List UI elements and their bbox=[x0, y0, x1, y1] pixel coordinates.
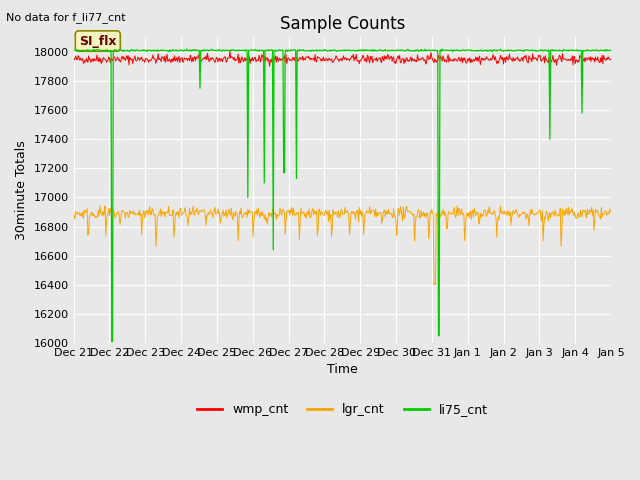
Legend: wmp_cnt, lgr_cnt, li75_cnt: wmp_cnt, lgr_cnt, li75_cnt bbox=[192, 398, 493, 421]
Title: Sample Counts: Sample Counts bbox=[280, 15, 405, 33]
Y-axis label: 30minute Totals: 30minute Totals bbox=[15, 140, 28, 240]
X-axis label: Time: Time bbox=[327, 363, 358, 376]
Text: No data for f_li77_cnt: No data for f_li77_cnt bbox=[6, 12, 126, 23]
Text: SI_flx: SI_flx bbox=[79, 35, 116, 48]
